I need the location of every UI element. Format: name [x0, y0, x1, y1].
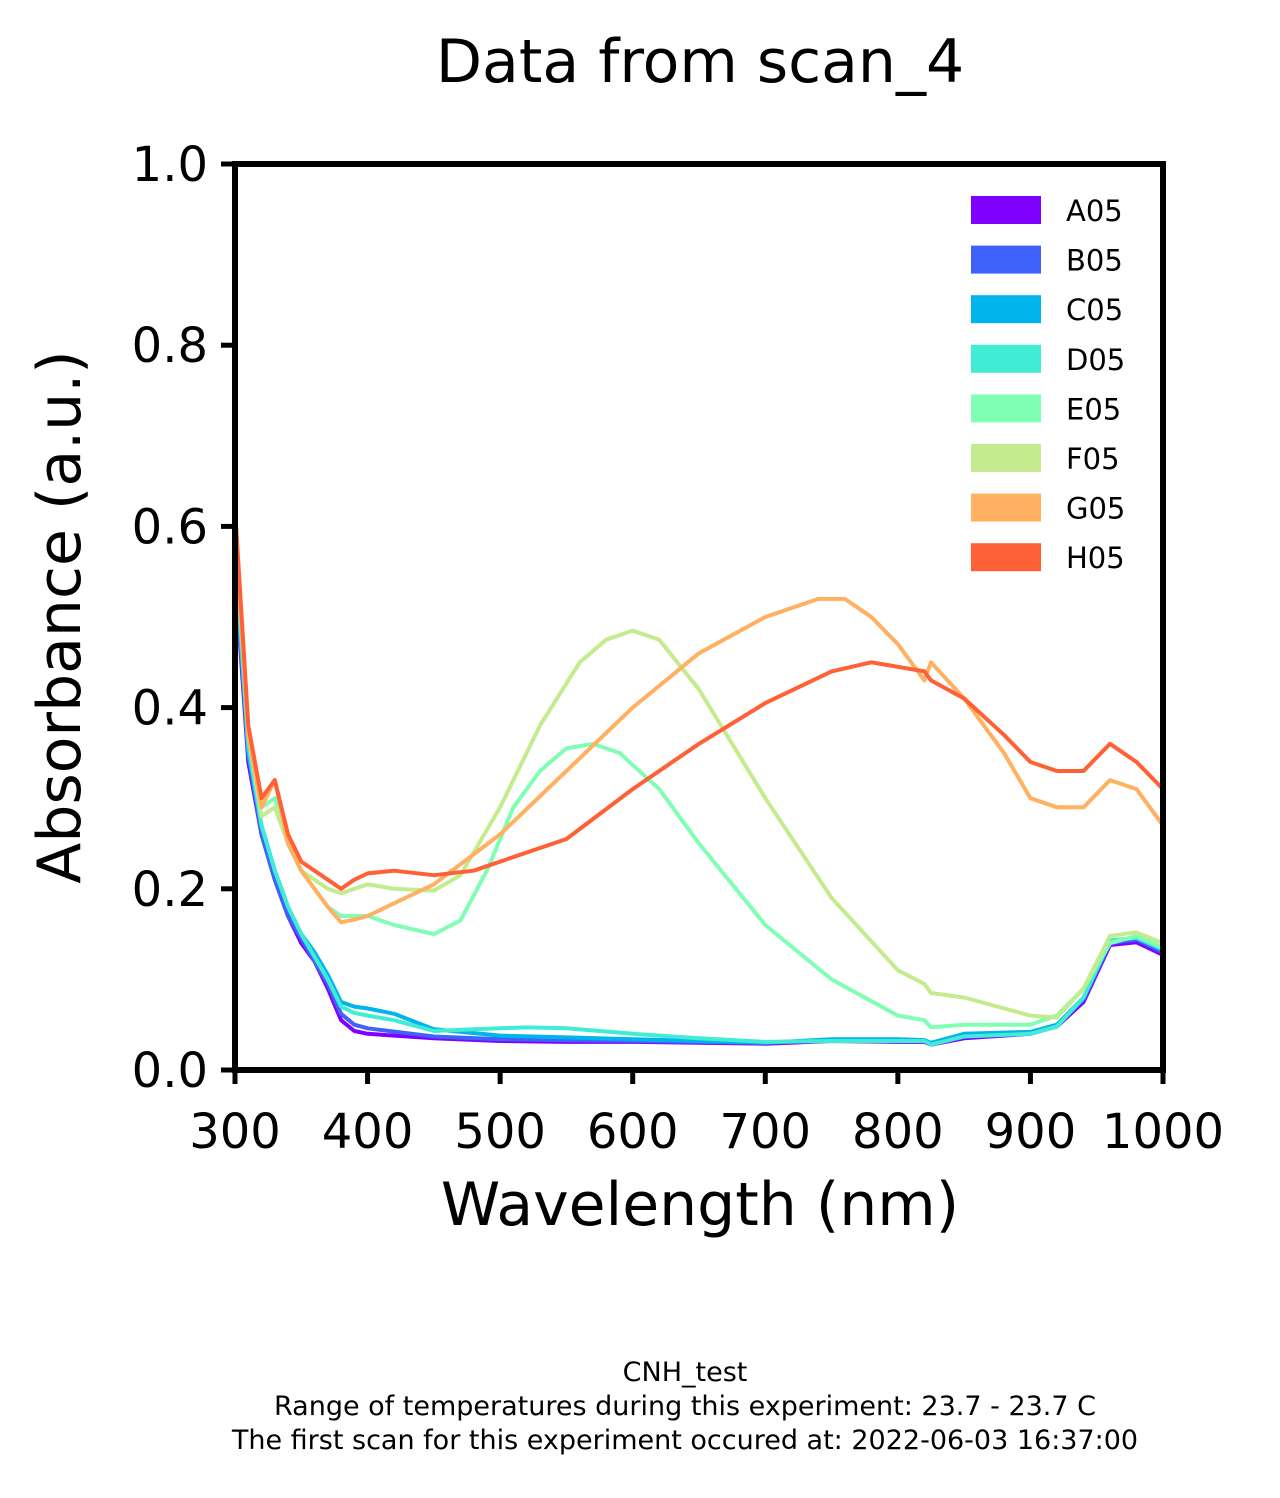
series-line-F05 [233, 526, 1164, 1020]
plot-lines [233, 508, 1165, 1047]
legend-label: G05 [1066, 492, 1125, 526]
legend-label: A05 [1066, 194, 1123, 228]
x-tick-label: 700 [719, 1104, 811, 1160]
y-axis: 0.0 0.2 0.4 0.6 0.8 1.0 [132, 137, 235, 1099]
x-tick-label: 900 [985, 1104, 1077, 1160]
chart-title: Data from scan_4 [436, 27, 964, 97]
x-axis-label: Wavelength (nm) [441, 1170, 959, 1240]
legend-label: D05 [1066, 343, 1125, 377]
legend-swatch [971, 444, 1041, 472]
legend-swatch [971, 493, 1041, 522]
legend-swatch [971, 543, 1041, 572]
caption-first-scan-time: The first scan for this experiment occur… [231, 1425, 1139, 1456]
x-tick-label: 500 [454, 1104, 546, 1160]
x-tick-label: 600 [587, 1104, 679, 1160]
y-axis-label: Absorbance (a.u.) [25, 350, 95, 883]
legend-swatch [971, 394, 1041, 423]
x-tick-label: 300 [189, 1104, 281, 1160]
y-tick-label: 0.8 [132, 318, 208, 374]
y-tick-label: 0.6 [132, 499, 208, 555]
series-line-B05 [233, 562, 1164, 1046]
series-line-E05 [233, 526, 1164, 1030]
legend-swatch [971, 344, 1041, 373]
series-line-D05 [233, 544, 1164, 1047]
series-line-C05 [233, 553, 1164, 1045]
series-line-H05 [233, 508, 1165, 891]
legend: A05 B05 C05 D05 E05 F05 G05 H05 [971, 194, 1125, 575]
x-tick-label: 400 [322, 1104, 414, 1160]
plot-frame [232, 161, 1166, 1073]
legend-label: B05 [1066, 244, 1123, 278]
series-line-A05 [233, 571, 1164, 1047]
y-tick-label: 0.2 [132, 862, 208, 918]
caption: CNH_test Range of temperatures during th… [0, 1356, 1280, 1458]
x-axis: 300 400 500 600 700 800 900 1000 [189, 1070, 1224, 1160]
caption-temperature-range: Range of temperatures during this experi… [274, 1391, 1096, 1422]
y-tick-label: 0.4 [132, 681, 208, 737]
caption-experiment-name: CNH_test [622, 1357, 748, 1388]
chart: Data from scan_4 300 400 500 600 700 800 900 10… [25, 27, 1224, 1240]
legend-label: H05 [1066, 541, 1125, 575]
legend-swatch [971, 196, 1041, 224]
y-tick-label: 0.0 [132, 1043, 208, 1099]
legend-swatch [971, 245, 1041, 274]
series-line-G05 [233, 526, 1165, 925]
x-tick-label: 800 [852, 1104, 944, 1160]
legend-label: E05 [1066, 392, 1121, 426]
x-tick-label: 1000 [1102, 1104, 1224, 1160]
legend-label: C05 [1066, 293, 1123, 327]
y-tick-label: 1.0 [132, 137, 208, 193]
legend-swatch [971, 295, 1041, 324]
legend-label: F05 [1066, 442, 1120, 476]
